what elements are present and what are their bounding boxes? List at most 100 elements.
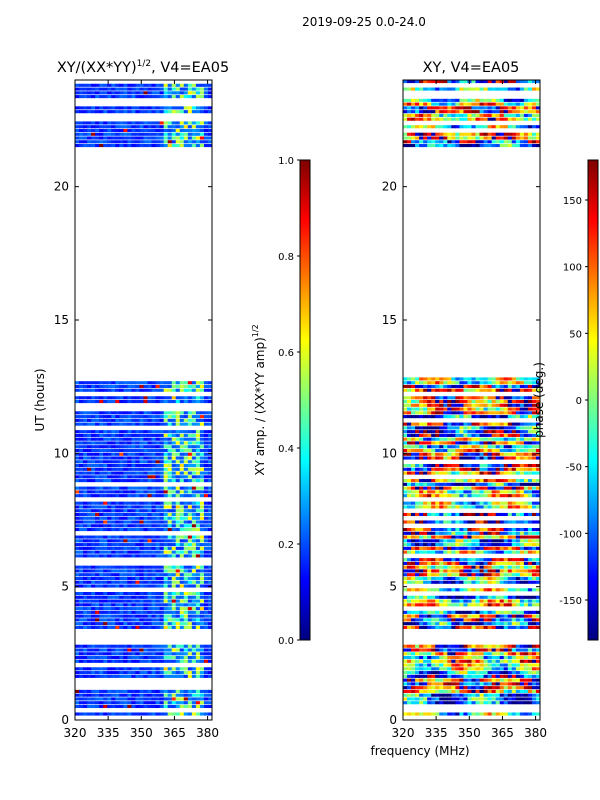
amplitude-cell <box>147 592 153 596</box>
phase-cell <box>419 656 424 660</box>
amplitude-cell <box>187 697 193 701</box>
amplitude-cell <box>155 652 161 656</box>
phase-cell <box>531 558 537 562</box>
amplitude-cell <box>159 486 165 490</box>
phase-cell <box>471 437 477 441</box>
amplitude-cell <box>87 535 92 539</box>
amplitude-cell <box>147 524 153 528</box>
amplitude-cell <box>163 437 169 441</box>
amplitude-cell <box>175 400 181 404</box>
phase-cell <box>487 689 493 693</box>
amplitude-cell <box>99 550 104 554</box>
phase-cell <box>483 422 489 426</box>
phase-cell <box>403 644 408 648</box>
amplitude-cell <box>111 520 116 524</box>
amplitude-cell <box>151 592 157 596</box>
phase-cell <box>531 422 537 426</box>
phase-cell <box>483 539 489 543</box>
amplitude-cell <box>171 701 177 705</box>
phase-cell <box>475 610 481 614</box>
amplitude-cell <box>167 659 173 663</box>
amplitude-cell <box>183 595 189 599</box>
amplitude-cell <box>179 388 185 392</box>
phase-cell <box>487 441 493 445</box>
amplitude-cell <box>83 411 88 415</box>
phase-cell <box>435 479 440 483</box>
amplitude-cell <box>103 388 108 392</box>
amplitude-cell <box>203 509 209 513</box>
amplitude-cell <box>103 524 108 528</box>
amplitude-cell <box>111 543 116 547</box>
amplitude-cell <box>163 125 169 129</box>
amplitude-cell <box>183 524 189 528</box>
phase-cell <box>455 625 461 629</box>
amplitude-cell <box>171 437 177 441</box>
phase-cell <box>527 656 533 660</box>
amplitude-cell <box>119 659 124 663</box>
phase-cell <box>407 614 412 618</box>
amplitude-cell <box>123 592 128 596</box>
amplitude-cell <box>139 505 145 509</box>
phase-cell <box>519 588 525 592</box>
amplitude-cell <box>179 625 185 629</box>
amplitude-cell <box>199 550 205 554</box>
phase-cell <box>415 494 420 498</box>
amplitude-cell <box>123 520 128 524</box>
amplitude-cell <box>107 83 112 87</box>
amplitude-cell <box>103 546 108 550</box>
amplitude-cell <box>195 535 201 539</box>
amplitude-cell <box>87 430 92 434</box>
phase-cell <box>523 558 529 562</box>
amplitude-cell <box>163 140 169 144</box>
amplitude-cell <box>135 644 141 648</box>
amplitude-cell <box>163 554 169 558</box>
amplitude-cell <box>127 448 133 453</box>
amplitude-cell <box>159 569 165 573</box>
phase-cell <box>523 561 529 565</box>
amplitude-cell <box>115 528 120 532</box>
phase-cell <box>407 422 412 426</box>
amplitude-cell <box>207 448 212 453</box>
phase-cell <box>479 659 485 663</box>
phase-cell <box>419 701 424 705</box>
amplitude-cell <box>111 595 116 599</box>
amplitude-cell <box>135 512 141 517</box>
phase-cell <box>443 682 448 686</box>
amplitude-cell <box>91 433 96 437</box>
amplitude-cell <box>179 524 185 528</box>
phase-cell <box>459 494 465 498</box>
phase-cell <box>451 644 456 648</box>
amplitude-cell <box>191 125 197 129</box>
phase-cell <box>523 618 529 622</box>
phase-cell <box>523 614 529 618</box>
phase-cell <box>531 674 537 678</box>
amplitude-cell <box>91 467 96 471</box>
phase-cell <box>475 531 481 535</box>
amplitude-cell <box>163 576 169 581</box>
amplitude-cell <box>187 516 193 520</box>
phase-cell <box>467 625 473 629</box>
phase-cell <box>535 712 540 716</box>
amplitude-cell <box>179 592 185 596</box>
amplitude-cell <box>83 535 88 539</box>
amplitude-cell <box>95 580 100 584</box>
phase-cell <box>459 610 465 614</box>
amplitude-cell <box>131 128 137 133</box>
amplitude-cell <box>103 384 108 389</box>
amplitude-cell <box>143 580 149 584</box>
amplitude-cell <box>191 110 197 114</box>
phase-cell <box>511 622 517 626</box>
amplitude-cell <box>143 471 149 475</box>
amplitude-cell <box>179 505 185 509</box>
phase-cell <box>531 464 537 468</box>
phase-cell <box>423 531 428 535</box>
phase-cell <box>447 539 452 543</box>
amplitude-cell <box>107 467 112 471</box>
amplitude-cell <box>79 433 84 437</box>
amplitude-cell <box>155 543 161 547</box>
phase-cell <box>403 614 408 618</box>
phase-cell <box>451 448 456 453</box>
amplitude-cell <box>87 467 92 471</box>
phase-cell <box>411 520 416 524</box>
phase-cell <box>435 441 440 445</box>
